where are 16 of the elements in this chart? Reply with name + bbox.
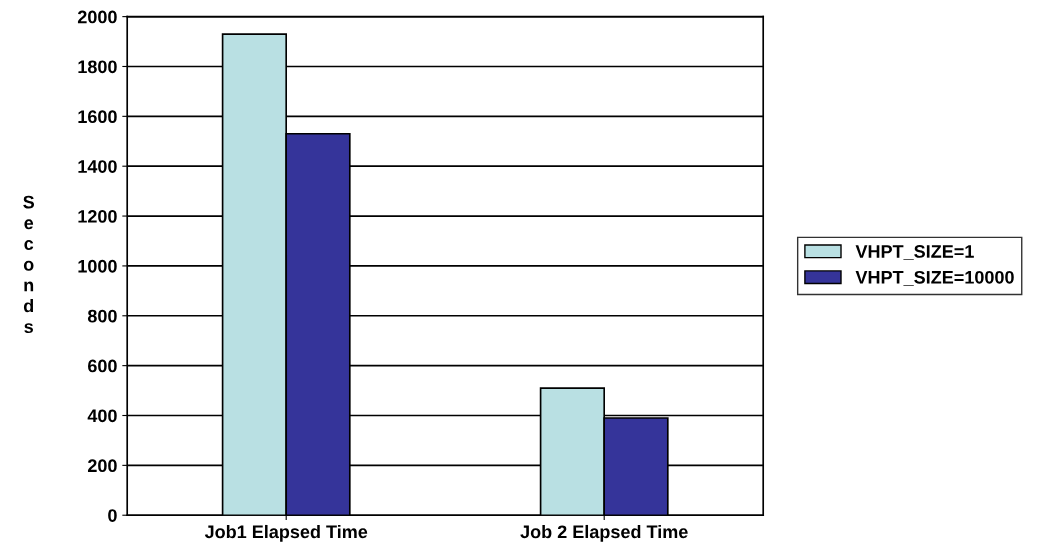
y-tick-label: 1600 xyxy=(78,110,117,124)
y-axis-title: Seconds xyxy=(23,195,35,334)
y-tick-label: 400 xyxy=(87,409,117,423)
y-tick-label: 1200 xyxy=(78,209,117,223)
x-tick-label: Job1 Elapsed Time xyxy=(204,524,368,542)
legend-label: VHPT_SIZE=1 xyxy=(855,245,974,260)
x-tick-label: Job 2 Elapsed Time xyxy=(520,524,688,542)
y-tick-label: 1400 xyxy=(78,160,117,173)
y-tick-label: 200 xyxy=(87,459,117,473)
y-tick-label: 1000 xyxy=(78,259,117,273)
y-tick-label: 600 xyxy=(88,359,117,373)
y-tick-label: 2000 xyxy=(77,10,117,24)
y-tick-label: 0 xyxy=(108,509,117,522)
y-tick-label: 1800 xyxy=(78,60,117,74)
legend-label: VHPT_SIZE=10000 xyxy=(855,270,1014,286)
y-tick-label: 800 xyxy=(87,309,117,323)
